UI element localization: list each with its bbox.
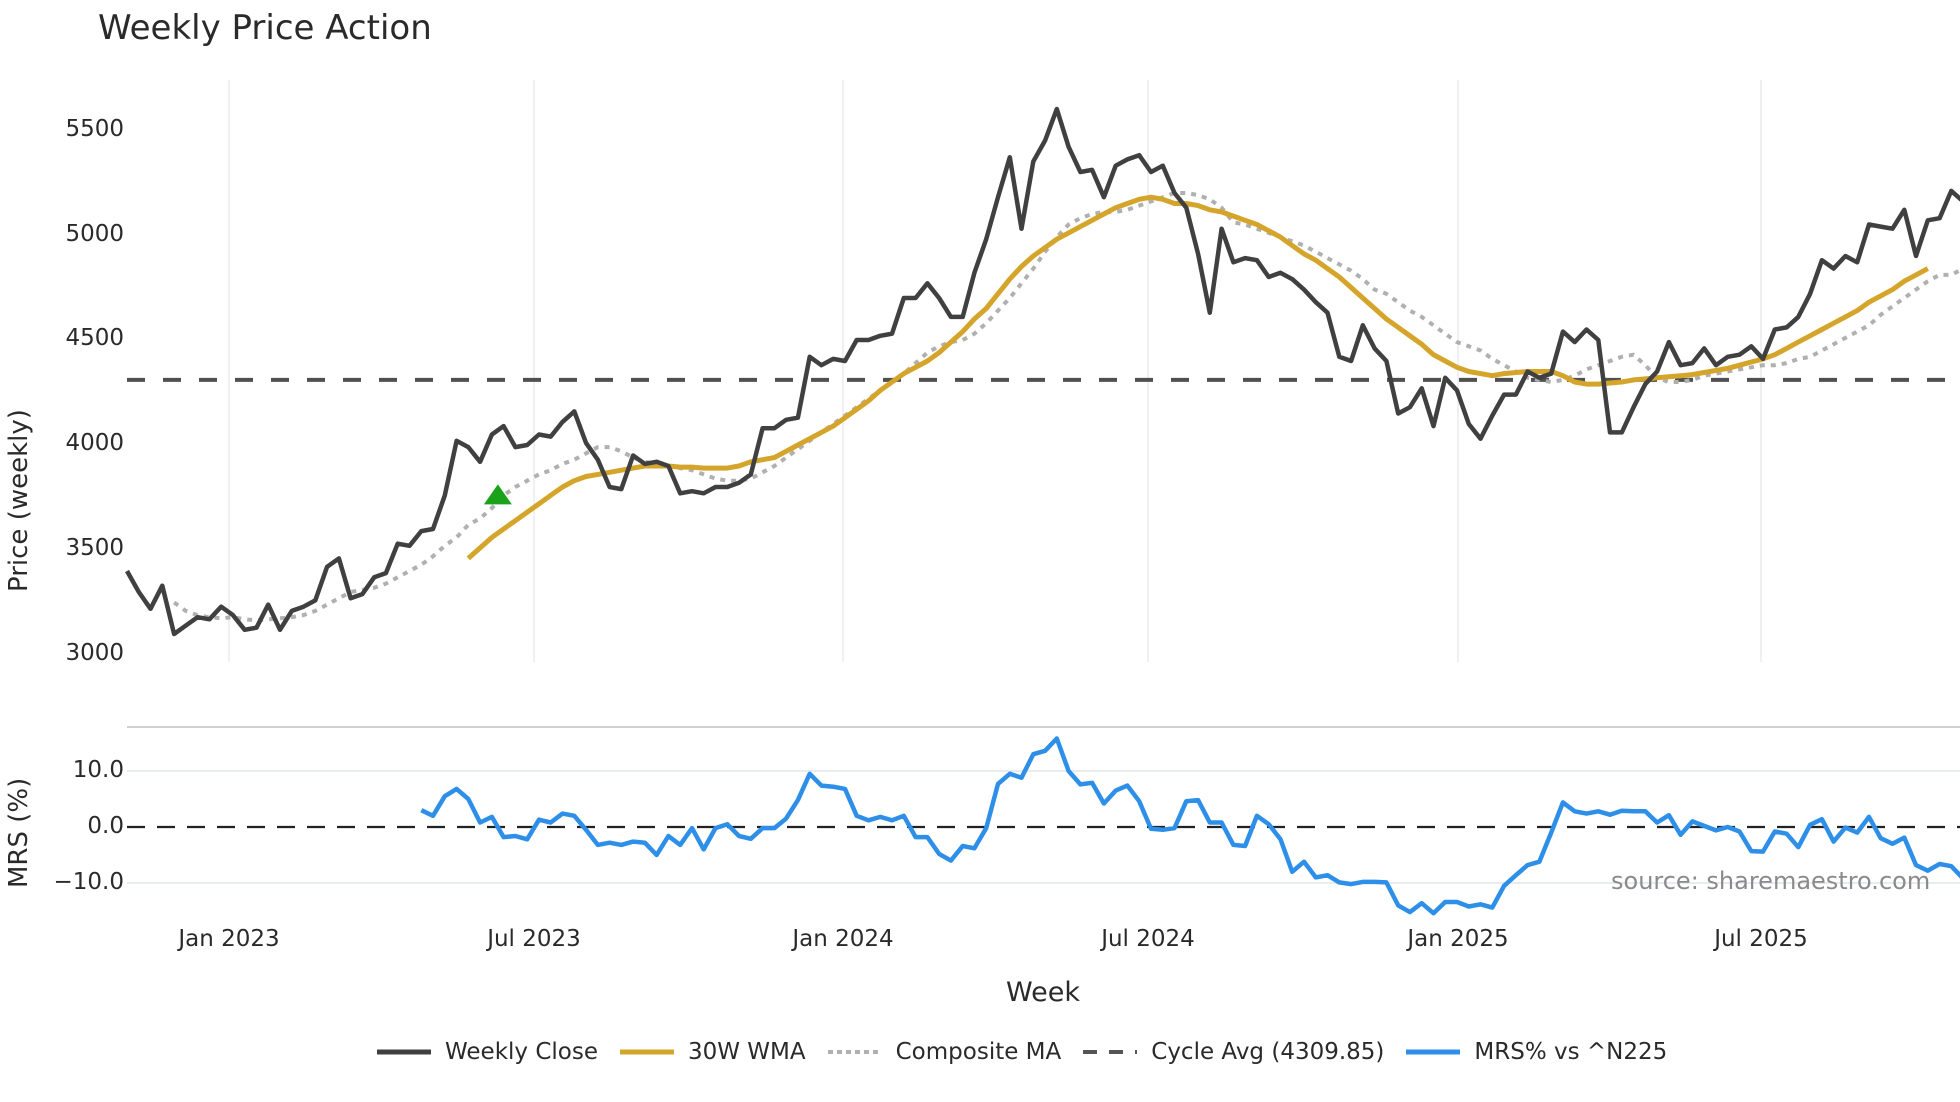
legend-label: MRS% vs ^N225 xyxy=(1474,1039,1668,1065)
legend-label: Cycle Avg (4309.85) xyxy=(1151,1039,1385,1065)
legend-label: Weekly Close xyxy=(445,1039,598,1065)
mrs-axis-title: MRS (%) xyxy=(4,777,34,888)
buy-signal-triangle-icon xyxy=(483,484,512,505)
x-tick-jul-2025: Jul 2025 xyxy=(1714,926,1808,952)
x-tick-jan-2024: Jan 2024 xyxy=(792,926,894,952)
legend-item-cycle-avg[interactable]: Cycle Avg (4309.85) xyxy=(1081,1036,1384,1068)
legend-item-30w-wma[interactable]: 30W WMA xyxy=(618,1036,806,1068)
mrs-tick-0: 0.0 xyxy=(87,813,124,839)
legend-item-weekly-close[interactable]: Weekly Close xyxy=(375,1036,598,1068)
price-tick-4500: 4500 xyxy=(65,325,124,351)
mrs-tick-10: 10.0 xyxy=(72,757,124,783)
x-tick-jan-2025: Jan 2025 xyxy=(1407,926,1509,952)
solid-line-icon xyxy=(377,1049,431,1055)
legend-label: 30W WMA xyxy=(687,1039,806,1065)
mrs-tick-neg10: −10.0 xyxy=(53,869,124,895)
price-tick-5000: 5000 xyxy=(65,221,124,247)
price-tick-3000: 3000 xyxy=(65,640,124,666)
source-annotation: source: sharemaestro.com xyxy=(1611,867,1931,895)
x-tick-jul-2023: Jul 2023 xyxy=(487,926,581,952)
chart-title: Weekly Price Action xyxy=(98,8,432,48)
x-tick-jul-2024: Jul 2024 xyxy=(1101,926,1195,952)
legend: Weekly Close 30W WMA Composite MA Cycle … xyxy=(375,1036,1687,1068)
weekly-close-line xyxy=(125,106,1960,637)
wma-30w-line xyxy=(466,194,1929,561)
legend-item-mrs[interactable]: MRS% vs ^N225 xyxy=(1404,1036,1667,1068)
dashed-line-icon xyxy=(1083,1050,1138,1054)
price-axis-title: Price (weekly) xyxy=(4,409,34,592)
solid-line-icon xyxy=(1406,1049,1461,1055)
legend-label: Composite MA xyxy=(895,1039,1062,1065)
legend-item-composite-ma[interactable]: Composite MA xyxy=(826,1036,1062,1068)
x-axis-title: Week xyxy=(1006,977,1080,1008)
mrs-line xyxy=(420,736,1960,916)
solid-line-icon xyxy=(619,1049,674,1055)
dotted-line-icon xyxy=(827,1050,882,1054)
composite-ma-line xyxy=(172,191,1960,623)
price-tick-4000: 4000 xyxy=(65,430,124,456)
price-tick-5500: 5500 xyxy=(65,116,124,142)
x-tick-jan-2023: Jan 2023 xyxy=(178,926,280,952)
price-tick-3500: 3500 xyxy=(65,535,124,561)
